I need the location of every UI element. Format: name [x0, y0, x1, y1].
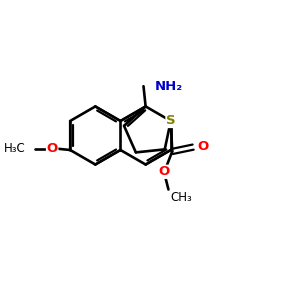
Text: O: O	[46, 142, 58, 155]
Text: O: O	[197, 140, 209, 153]
Text: S: S	[166, 115, 175, 128]
Text: NH₂: NH₂	[154, 80, 183, 93]
Text: CH₃: CH₃	[171, 191, 193, 204]
Text: H₃C: H₃C	[4, 142, 26, 155]
Text: O: O	[158, 165, 169, 178]
